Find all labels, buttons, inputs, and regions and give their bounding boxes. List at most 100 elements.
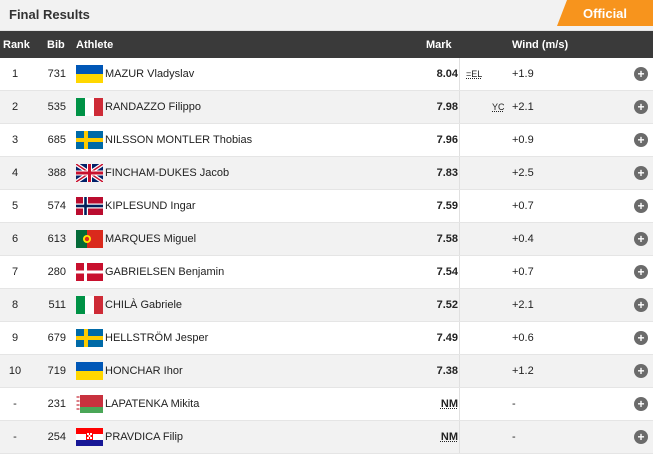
athlete-name[interactable]: FINCHAM-DUKES Jacob [105,167,229,179]
mark-cell: 7.59 [437,200,458,212]
mark-cell: 7.49 [437,332,458,344]
rank-cell: - [0,431,30,443]
column-mark: Mark [426,39,452,51]
ukraine-flag-icon [76,65,103,83]
table-row: 4 388 FINCHAM-DUKES Jacob 7.83 +2.5 + [0,157,653,190]
rank-cell: 4 [0,167,30,179]
mark-cell: NM [441,398,458,410]
bib-cell: 254 [38,431,66,443]
table-row: 2 535 RANDAZZO Filippo 7.98 YC +2.1 + [0,91,653,124]
expand-row-plus-icon[interactable]: + [634,397,648,411]
mark-note: =EL [466,69,482,79]
rank-cell: - [0,398,30,410]
italy-flag-icon [76,98,103,116]
bib-cell: 719 [38,365,66,377]
athlete-name[interactable]: HELLSTRÖM Jesper [105,332,208,344]
column-divider [459,256,460,288]
column-divider [459,355,460,387]
table-row: -231 LAPATENKA Mikita NM - + [0,388,653,421]
column-divider [459,289,460,321]
wind-cell: - [512,431,516,443]
page-title: Final Results [9,7,90,22]
expand-row-plus-icon[interactable]: + [634,166,648,180]
expand-row-plus-icon[interactable]: + [634,232,648,246]
athlete-name[interactable]: HONCHAR Ihor [105,365,183,377]
rank-cell: 1 [0,68,30,80]
rank-cell: 5 [0,200,30,212]
bib-cell: 613 [38,233,66,245]
athlete-name[interactable]: GABRIELSEN Benjamin [105,266,224,278]
italy-flag-icon [76,296,103,314]
column-divider [459,157,460,189]
expand-row-plus-icon[interactable]: + [634,199,648,213]
athlete-name[interactable]: RANDAZZO Filippo [105,101,201,113]
bib-cell: 388 [38,167,66,179]
column-divider [459,124,460,156]
table-row: 1 731 MAZUR Vladyslav 8.04 =EL +1.9 + [0,58,653,91]
athlete-name[interactable]: CHILÀ Gabriele [105,299,182,311]
expand-row-plus-icon[interactable]: + [634,100,648,114]
column-divider [459,91,460,123]
athlete-name[interactable]: KIPLESUND Ingar [105,200,195,212]
expand-row-plus-icon[interactable]: + [634,133,648,147]
bib-cell: 231 [38,398,66,410]
wind-cell: +2.1 [512,101,534,113]
column-divider [459,421,460,453]
wind-cell: - [512,398,516,410]
expand-row-plus-icon[interactable]: + [634,67,648,81]
bib-cell: 574 [38,200,66,212]
belarus-flag-icon [76,395,103,413]
athlete-name[interactable]: MARQUES Miguel [105,233,196,245]
wind-cell: +0.4 [512,233,534,245]
rank-cell: 6 [0,233,30,245]
results-title-bar: Final Results Official [0,0,653,31]
bib-cell: 511 [38,299,66,311]
wind-cell: +0.7 [512,200,534,212]
table-row: - 254 PRAVDICA Filip NM - + [0,421,653,454]
norway-flag-icon [76,197,103,215]
mark-cell: 7.58 [437,233,458,245]
bib-cell: 535 [38,101,66,113]
column-bib: Bib [47,39,65,51]
column-wind: Wind (m/s) [512,39,568,51]
results-table-body: 1 731 MAZUR Vladyslav 8.04 =EL +1.9 +2 535 RANDA… [0,58,653,454]
mark-cell: 8.04 [437,68,458,80]
column-divider [459,58,460,90]
bib-cell: 280 [38,266,66,278]
table-row: 7 280 GABRIELSEN Benjamin 7.54 +0.7 + [0,256,653,289]
wind-cell: +0.7 [512,266,534,278]
expand-row-plus-icon[interactable]: + [634,331,648,345]
expand-row-plus-icon[interactable]: + [634,298,648,312]
portugal-flag-icon [76,230,103,248]
expand-row-plus-icon[interactable]: + [634,364,648,378]
rank-cell: 8 [0,299,30,311]
bib-cell: 679 [38,332,66,344]
croatia-flag-icon [76,428,103,446]
column-divider [459,190,460,222]
official-badge: Official [557,0,653,26]
mark-cell: 7.54 [437,266,458,278]
table-row: 5 574 KIPLESUND Ingar 7.59 +0.7 + [0,190,653,223]
mark-cell: 7.96 [437,134,458,146]
column-rank: Rank [3,39,30,51]
rank-cell: 2 [0,101,30,113]
bib-cell: 731 [38,68,66,80]
athlete-name[interactable]: LAPATENKA Mikita [105,398,199,410]
athlete-name[interactable]: NILSSON MONTLER Thobias [105,134,252,146]
wind-cell: +2.5 [512,167,534,179]
table-row: 3 685 NILSSON MONTLER Thobias 7.96 +0.9 + [0,124,653,157]
column-divider [459,322,460,354]
denmark-flag-icon [76,263,103,281]
rank-cell: 7 [0,266,30,278]
table-row: 9 679 HELLSTRÖM Jesper 7.49 +0.6 + [0,322,653,355]
column-athlete: Athlete [76,39,113,51]
athlete-name[interactable]: MAZUR Vladyslav [105,68,194,80]
ukraine-flag-icon [76,362,103,380]
sweden-flag-icon [76,131,103,149]
expand-row-plus-icon[interactable]: + [634,430,648,444]
table-row: 10 719 HONCHAR Ihor 7.38 +1.2 + [0,355,653,388]
mark-cell: 7.52 [437,299,458,311]
mark-cell: 7.83 [437,167,458,179]
athlete-name[interactable]: PRAVDICA Filip [105,431,183,443]
expand-row-plus-icon[interactable]: + [634,265,648,279]
